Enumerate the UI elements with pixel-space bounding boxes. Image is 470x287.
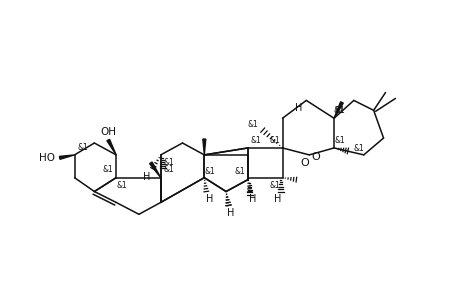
Text: &1: &1 [269,135,280,145]
Polygon shape [334,102,343,118]
Text: H: H [227,208,235,218]
Text: &1: &1 [269,181,280,190]
Text: &1: &1 [77,144,88,152]
Text: OH: OH [100,127,116,137]
Text: H: H [143,172,150,182]
Text: &1: &1 [163,165,174,174]
Text: &1: &1 [117,181,127,190]
Polygon shape [149,162,161,178]
Text: &1: &1 [251,135,261,145]
Text: &1: &1 [353,144,364,154]
Polygon shape [107,139,116,155]
Text: HO: HO [39,153,55,163]
Text: H: H [295,103,302,113]
Text: H: H [205,195,213,204]
Text: &1: &1 [334,106,345,115]
Text: &1: &1 [103,165,114,174]
Polygon shape [203,139,206,155]
Polygon shape [59,155,75,159]
Text: O: O [300,158,309,168]
Text: H: H [249,195,257,204]
Text: H: H [274,195,281,204]
Text: &1: &1 [235,167,245,176]
Text: &1: &1 [247,120,258,129]
Text: &1: &1 [335,106,345,115]
Text: &1: &1 [335,135,345,145]
Text: O: O [312,152,321,162]
Text: &1: &1 [163,158,174,167]
Text: &1: &1 [205,167,216,176]
